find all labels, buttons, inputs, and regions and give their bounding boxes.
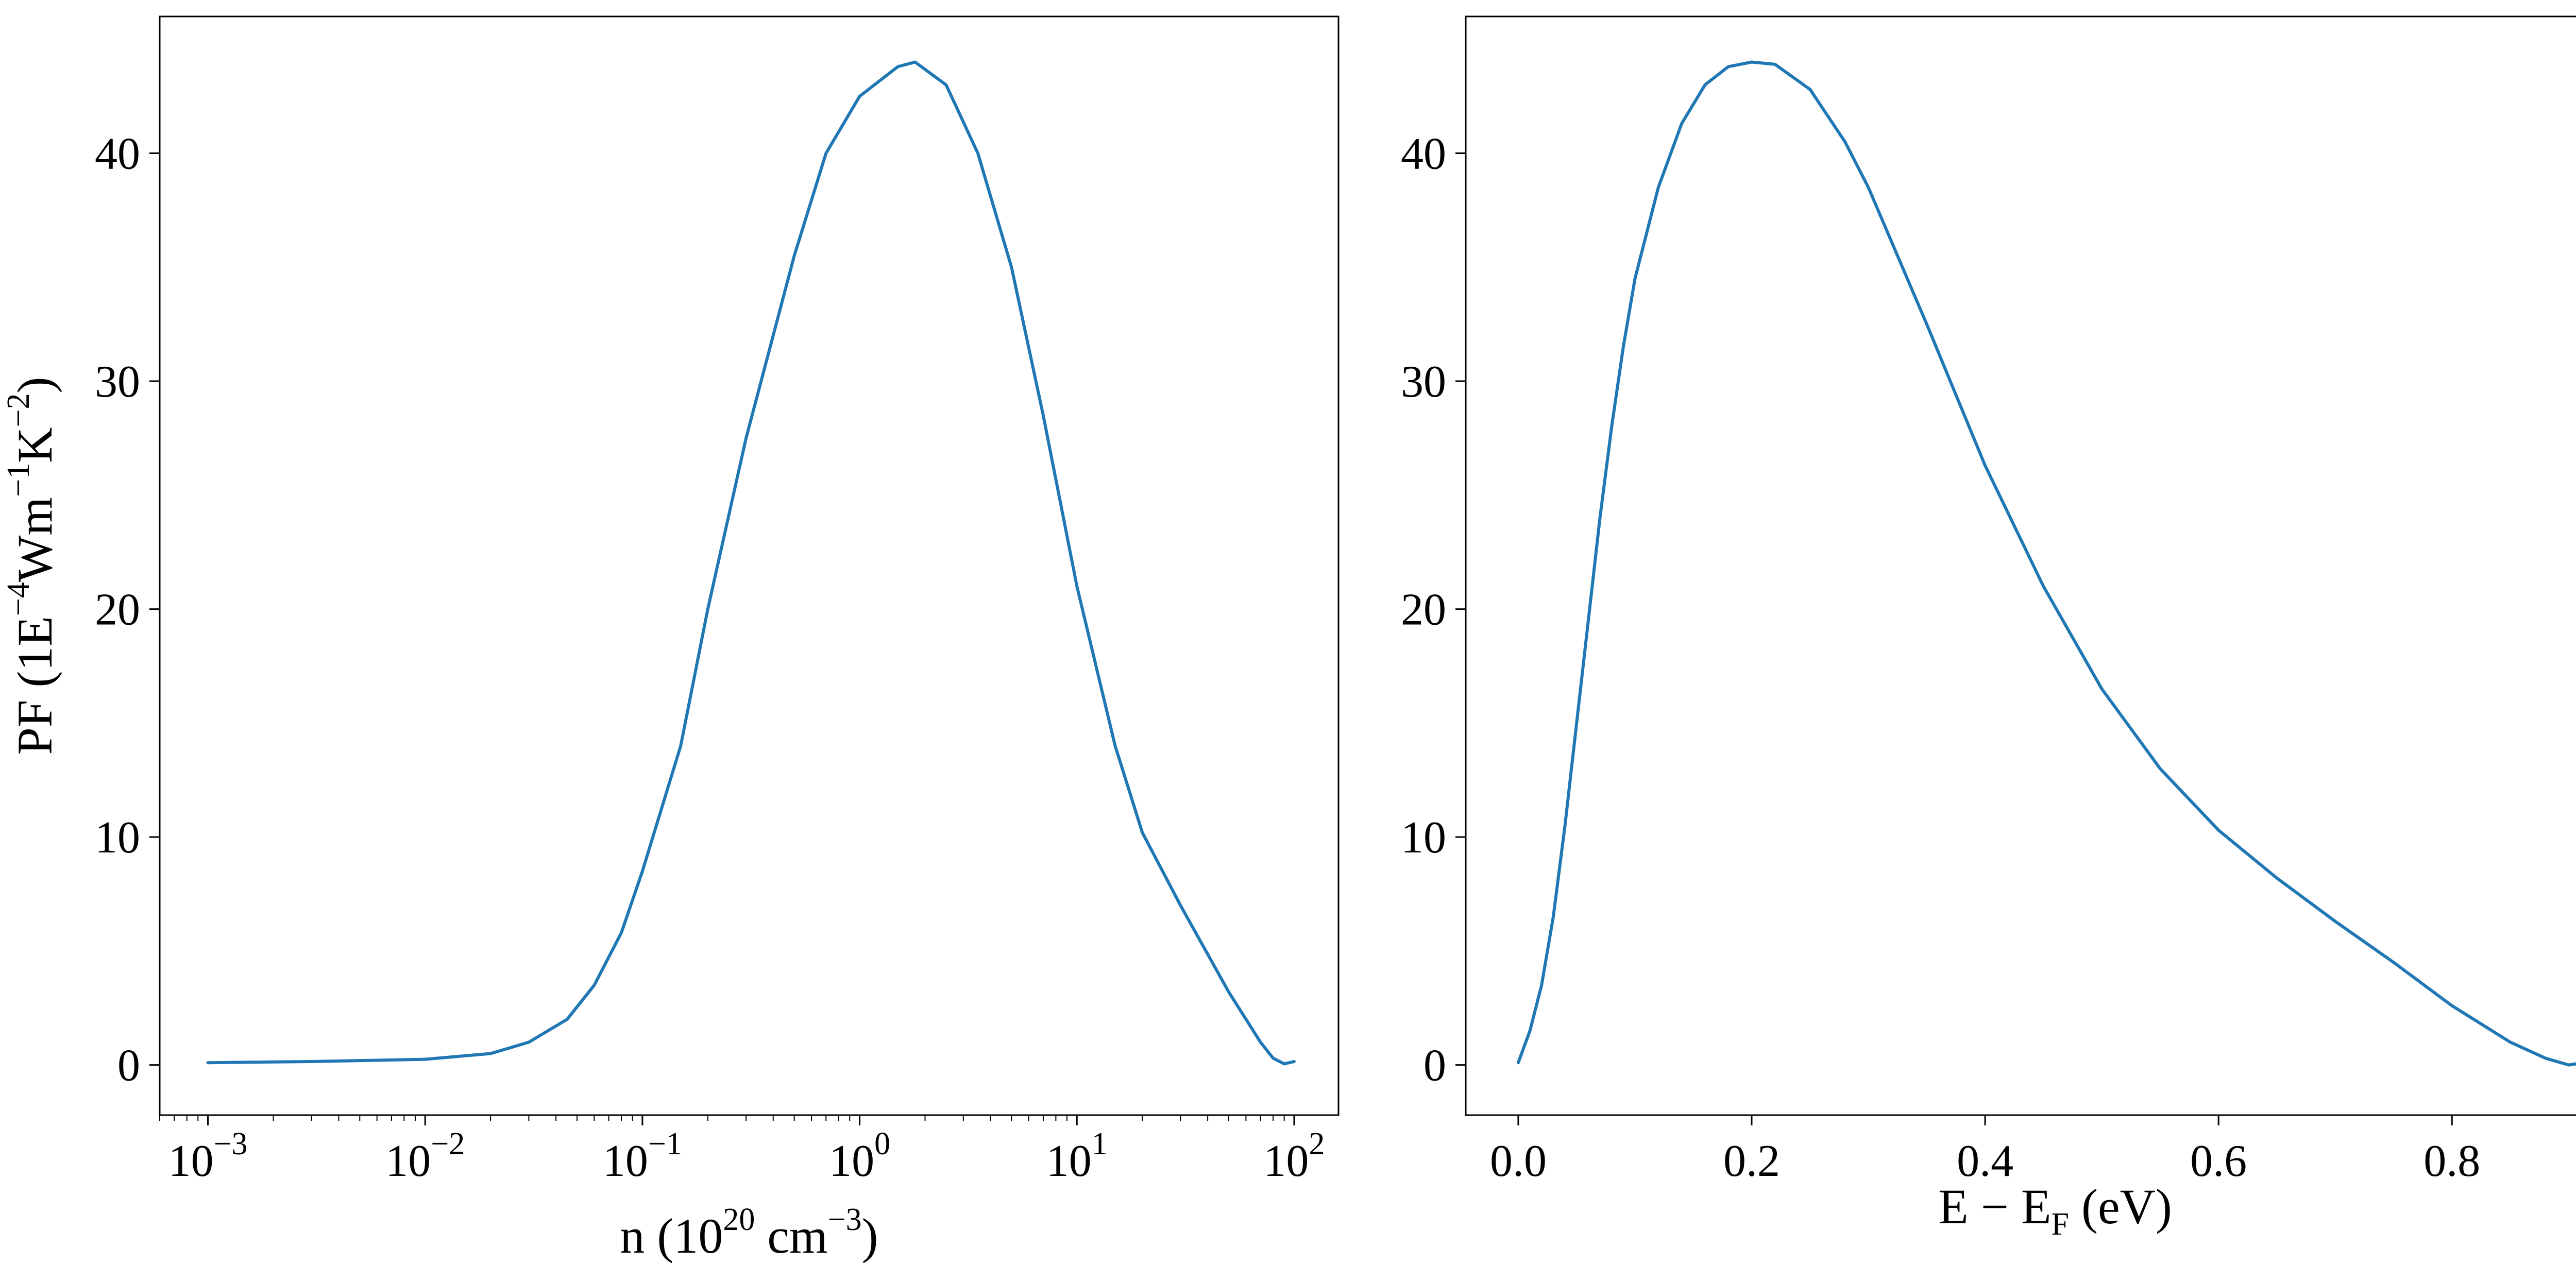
- chart-panel-2: 0 10 20 30 40 0.0 0.2 0.4 0.6 0.8 E − EF (eV): [1401, 15, 2576, 1242]
- x-tick-label: 0.4: [1957, 1136, 2013, 1186]
- x-tick-label: 0.6: [2190, 1136, 2247, 1186]
- y-tick-label: 40: [95, 129, 140, 179]
- x-axis-label-1: n (1020 cm−3): [620, 1202, 878, 1263]
- y-tick-label: 30: [95, 357, 140, 407]
- x-tick-label: 10−2: [385, 1126, 465, 1186]
- y-tick-label: 30: [1401, 357, 1446, 407]
- y-axis-label: PF (1E−4Wm−1K−2): [1, 377, 62, 755]
- x-tick-label: 0.8: [2424, 1136, 2480, 1186]
- x-tick-label: 10−3: [168, 1126, 248, 1186]
- x-axis-label-2: E − EF (eV): [1938, 1179, 2172, 1242]
- plot-frame-1: [159, 15, 1340, 1116]
- x-tick-label: 100: [829, 1126, 890, 1186]
- y-tick-label: 0: [117, 1041, 140, 1091]
- x-tick-label: 0.0: [1490, 1136, 1547, 1186]
- x-tick-label: 0.2: [1723, 1136, 1780, 1186]
- chart-panel-1: 0 10 20 30 40 10−3 10−2 10−1 100 101 102 n (1020 cm…: [1, 15, 1340, 1263]
- x-tick-label: 101: [1046, 1126, 1108, 1186]
- y-tick-label: 0: [1423, 1041, 1446, 1091]
- series-line-1-1: [206, 60, 1296, 1066]
- y-tick-label: 40: [1401, 129, 1446, 179]
- series-line-2-1: [1516, 60, 2576, 1067]
- x-tick-label: 10−1: [603, 1126, 682, 1186]
- x-tick-label: 102: [1263, 1126, 1325, 1186]
- y-tick-label: 20: [95, 585, 140, 635]
- y-tick-label: 10: [1401, 813, 1446, 863]
- y-tick-label: 20: [1401, 585, 1446, 635]
- plot-frame-2: [1465, 15, 2576, 1116]
- y-tick-label: 10: [95, 813, 140, 863]
